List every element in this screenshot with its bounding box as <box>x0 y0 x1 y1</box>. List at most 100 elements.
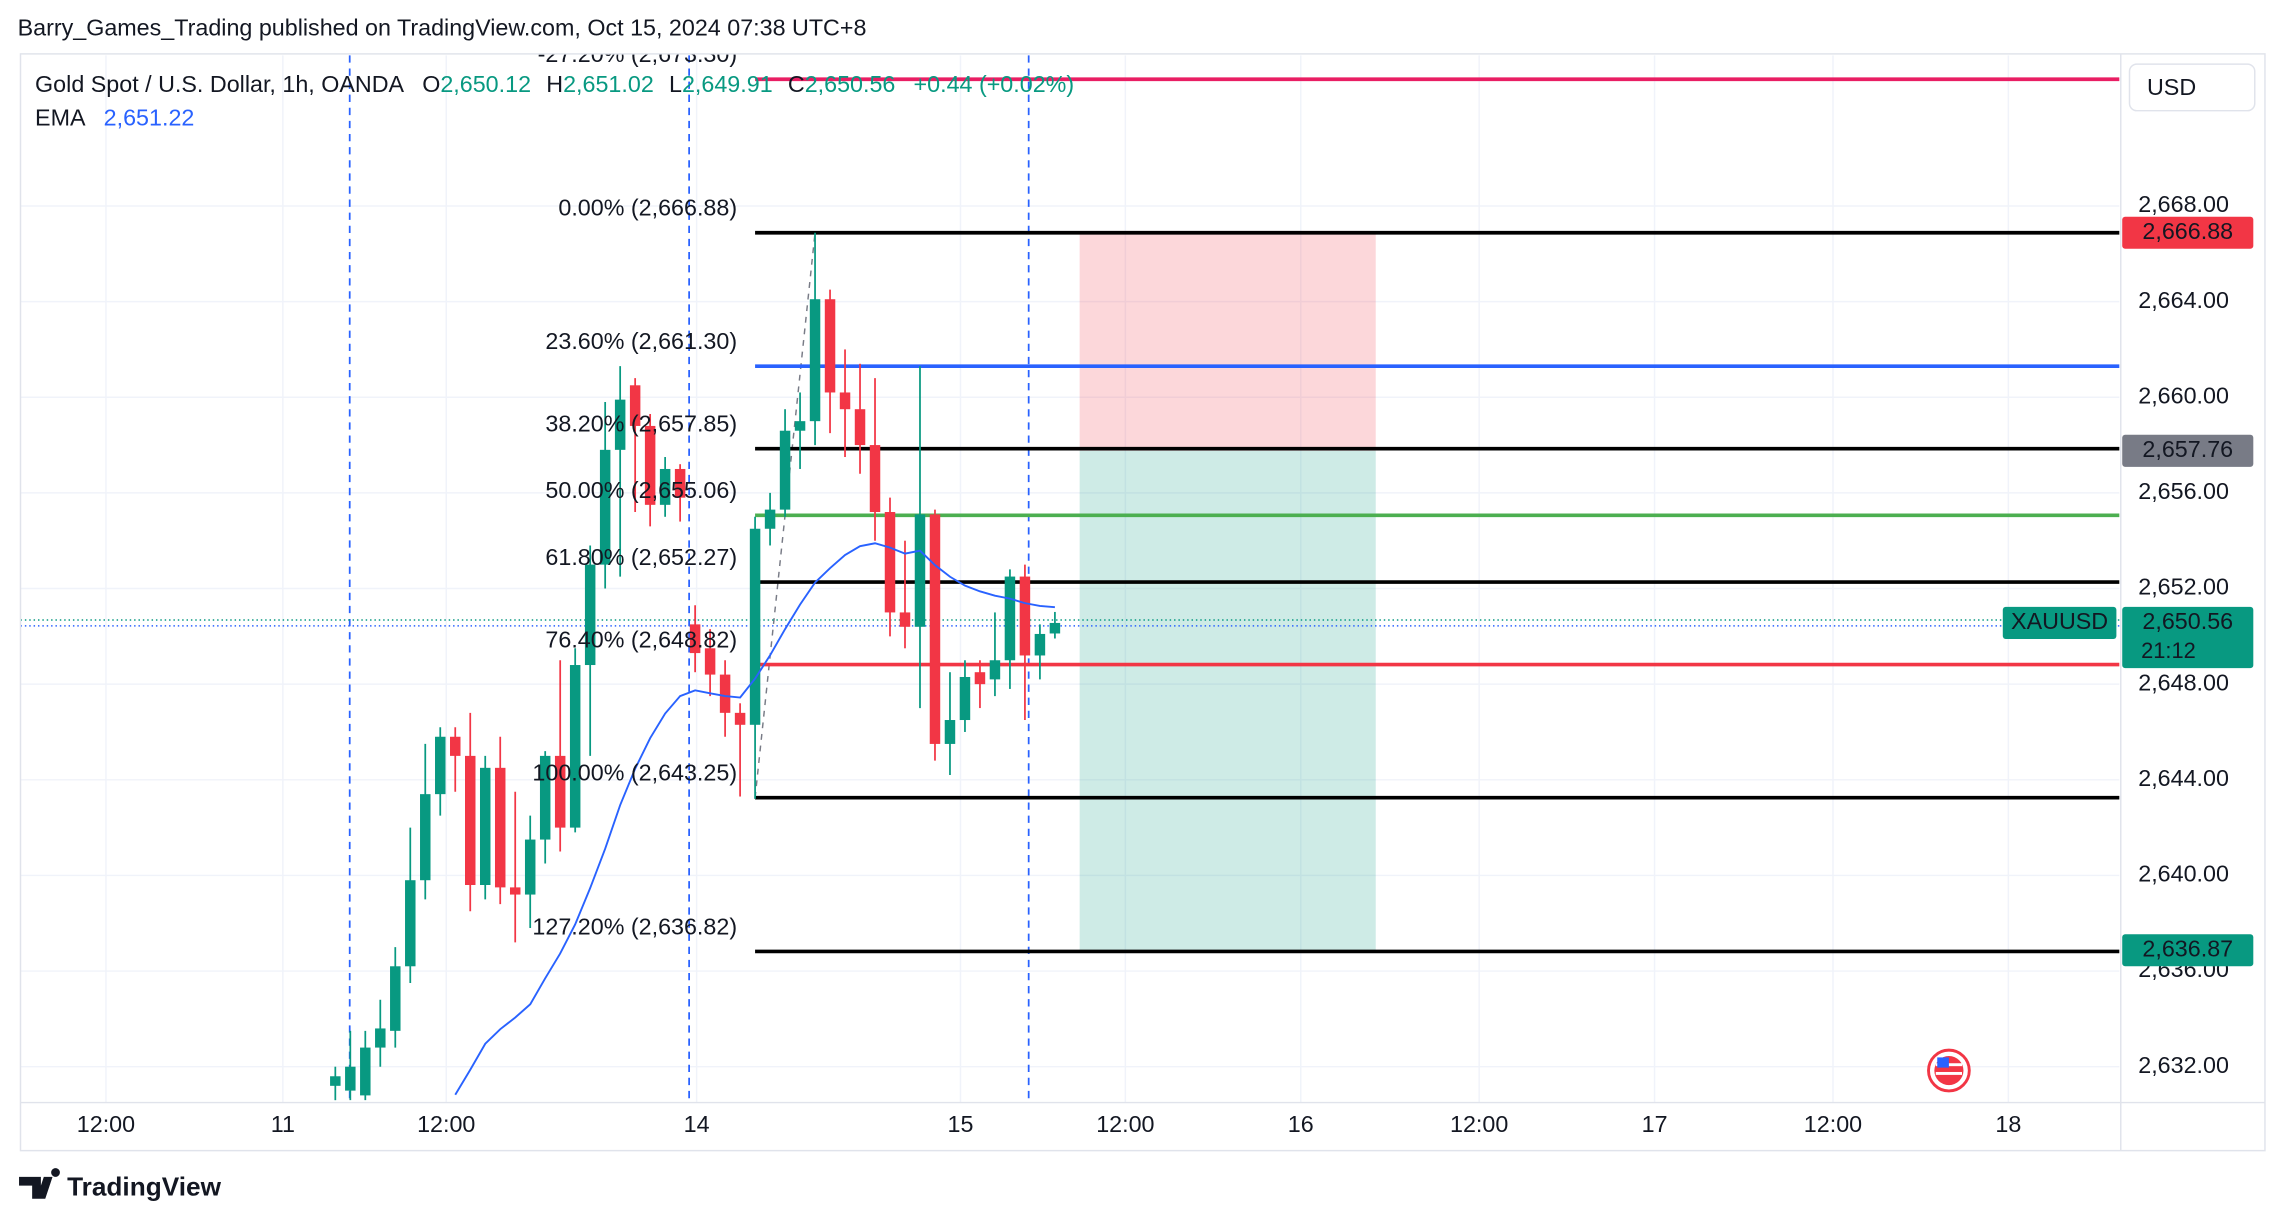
symbol-tag: XAUUSD <box>2011 608 2108 634</box>
x-tick-label: 16 <box>1288 1111 1314 1137</box>
candle-body <box>390 966 401 1031</box>
fib-label: 23.60% (2,661.30) <box>545 328 737 354</box>
fib-label: 127.20% (2,636.82) <box>532 913 737 939</box>
y-tick-label: 2,656.00 <box>2138 478 2229 504</box>
candle-body <box>554 755 566 828</box>
legend-open: 2,650.12 <box>440 71 531 97</box>
fib-label: 38.20% (2,657.85) <box>545 411 737 437</box>
ema-name: EMA <box>35 105 86 131</box>
y-tick-label: 2,640.00 <box>2138 861 2229 887</box>
candle-body <box>794 421 806 431</box>
candle-body <box>854 409 866 446</box>
legend-title: Gold Spot / U.S. Dollar, 1h, OANDA <box>35 71 404 97</box>
x-tick-label: 12:00 <box>1804 1111 1862 1137</box>
candle-body <box>899 612 911 627</box>
ema-legend: EMA 2,651.22 <box>35 105 194 131</box>
y-tick-label: 2,664.00 <box>2138 287 2229 313</box>
candle-body <box>629 385 641 426</box>
legend-h: H <box>546 71 563 97</box>
fib-label: 76.40% (2,648.82) <box>545 626 737 652</box>
candle-body <box>779 430 791 510</box>
candle-body <box>375 1028 386 1048</box>
fib-label: 0.00% (2,666.88) <box>558 195 737 221</box>
symbol-tag-bg <box>2002 606 2117 639</box>
candle-body <box>1049 622 1061 634</box>
legend-change: +0.44 (+0.02%) <box>914 71 1075 97</box>
candle-body <box>884 512 896 613</box>
candle-body <box>959 676 971 721</box>
stop-tag: 2,666.88 <box>2142 218 2233 244</box>
last-price: 2,650.56 <box>2142 608 2233 634</box>
candle-body <box>839 392 851 410</box>
y-tick-label: 2,660.00 <box>2138 382 2229 408</box>
x-tick-label: 15 <box>948 1111 974 1137</box>
candle-body <box>704 648 716 675</box>
candle-body <box>929 514 941 744</box>
target-zone <box>1079 450 1376 951</box>
currency: USD <box>2147 74 2196 100</box>
candle-body <box>524 839 536 895</box>
candle-body <box>464 755 476 885</box>
candle-body <box>974 672 986 685</box>
stop-tag-bg <box>2122 216 2254 249</box>
candle-body <box>1004 576 1016 661</box>
candle-body <box>764 509 776 529</box>
candle-body <box>405 880 416 967</box>
candle-body <box>614 399 626 450</box>
overlay-layer: 2,632.002,636.002,640.002,644.002,648.00… <box>77 41 2254 1137</box>
candle-body <box>360 1047 371 1096</box>
header-bg <box>0 0 2284 54</box>
candle-body <box>824 299 836 393</box>
x-tick-label: 17 <box>1642 1111 1668 1137</box>
x-tick-label: 12:00 <box>1450 1111 1508 1137</box>
candle-body <box>345 1066 356 1091</box>
candle-body <box>569 665 581 828</box>
legend-high: 2,651.02 <box>563 71 654 97</box>
tv-logo <box>19 1168 60 1199</box>
target-tag-bg <box>2122 934 2254 967</box>
fib-label: 61.80% (2,652.27) <box>545 544 737 570</box>
ema-line <box>454 542 1055 1096</box>
countdown: 21:12 <box>2141 638 2196 663</box>
candle-body <box>989 660 1001 680</box>
fib-label: 50.00% (2,655.06) <box>545 477 737 503</box>
candle-body <box>420 794 431 881</box>
y-tick-label: 2,632.00 <box>2138 1052 2229 1078</box>
candle-body <box>1034 633 1046 656</box>
grid-layer <box>20 55 2120 1103</box>
x-tick-label: 14 <box>684 1111 710 1137</box>
candle-body <box>869 445 881 513</box>
stop-zone <box>1079 232 1376 451</box>
legend: Gold Spot / U.S. Dollar, 1h, OANDA O2,65… <box>35 71 1074 97</box>
legend-low: 2,649.91 <box>682 71 773 97</box>
candle-body <box>330 1076 341 1086</box>
currency-button[interactable] <box>2128 63 2256 112</box>
brand: TradingView <box>67 1171 221 1201</box>
y-tick-label: 2,648.00 <box>2138 669 2229 695</box>
candle-body <box>450 736 461 756</box>
candle-body <box>674 468 686 498</box>
candle-body <box>584 564 596 666</box>
legend-close: 2,650.56 <box>805 71 896 97</box>
drawing-layer <box>20 55 2120 1103</box>
x-tick-label: 12:00 <box>77 1111 135 1137</box>
candle-body <box>734 712 746 725</box>
candle-body <box>809 299 821 422</box>
fib-label: 100.00% (2,643.25) <box>532 760 737 786</box>
entry-tag-bg <box>2122 434 2254 467</box>
flag-icon <box>1927 1048 1971 1093</box>
candle-body <box>689 624 701 654</box>
candle-body <box>944 720 956 744</box>
frame <box>19 53 2266 1152</box>
last-price-bg <box>2122 606 2254 669</box>
legend-o: O <box>422 71 440 97</box>
x-tick-label: 12:00 <box>1096 1111 1154 1137</box>
candle-body <box>914 514 926 627</box>
target-tag: 2,636.87 <box>2142 935 2233 961</box>
candle-body <box>509 887 521 895</box>
candle-layer <box>330 232 1061 1101</box>
y-tick-label: 2,668.00 <box>2138 191 2229 217</box>
x-tick-label: 11 <box>271 1111 295 1137</box>
